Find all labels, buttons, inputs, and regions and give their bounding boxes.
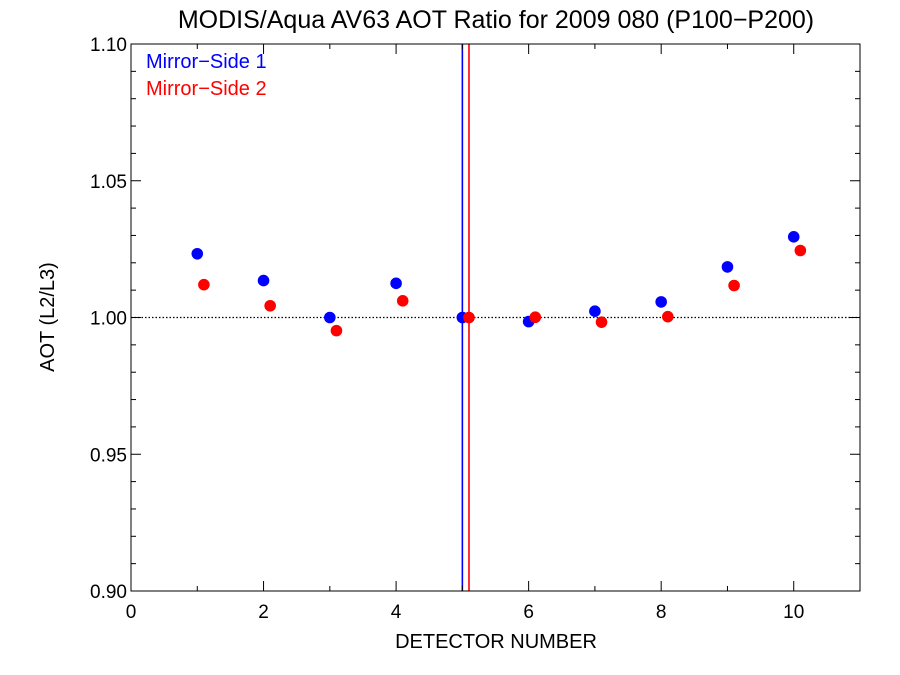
point-series-1	[257, 274, 270, 287]
x-tick-label: 2	[258, 602, 269, 623]
chart-title: MODIS/Aqua AV63 AOT Ratio for 2009 080 (…	[178, 6, 814, 34]
legend-entry-series-2: Mirror−Side 2	[146, 78, 267, 100]
y-tick-label: 1.00	[90, 309, 127, 330]
point-series-2	[529, 311, 542, 324]
point-series-2	[728, 279, 740, 292]
x-tick-label: 4	[391, 602, 402, 623]
y-tick-label: 1.05	[90, 172, 127, 193]
point-series-2	[463, 311, 475, 324]
y-tick-label: 0.90	[90, 582, 127, 603]
y-tick-label: 0.95	[90, 445, 127, 466]
point-series-2	[198, 278, 210, 291]
point-series-1	[324, 311, 336, 324]
x-tick-label: 8	[656, 602, 667, 623]
point-series-1	[390, 277, 402, 290]
point-series-2	[794, 244, 807, 257]
point-series-1	[787, 231, 800, 243]
legend-entry-series-1: Mirror−Side 1	[146, 51, 267, 73]
point-series-2	[396, 295, 409, 307]
point-series-2	[264, 299, 276, 312]
point-series-1	[191, 247, 204, 260]
y-tick-label: 1.10	[90, 35, 127, 56]
x-tick-label: 0	[126, 602, 137, 623]
y-axis: 0.90 0.95 1.00 1.05 1.10	[90, 35, 860, 603]
point-series-2	[662, 310, 674, 323]
point-series-2	[330, 324, 343, 337]
point-series-2	[595, 316, 608, 328]
x-tick-label: 10	[783, 602, 804, 623]
point-series-1	[589, 305, 601, 318]
point-series-1	[721, 261, 734, 273]
y-axis-label: AOT (L2/L3)	[37, 262, 59, 372]
x-tick-label: 6	[523, 602, 534, 623]
plot-area	[131, 44, 860, 591]
legend: Mirror−Side 1 Mirror−Side 2	[146, 51, 267, 100]
x-axis: 0 2 4 6 8 10	[126, 44, 861, 623]
point-series-1	[655, 296, 667, 308]
x-axis-label: DETECTOR NUMBER	[395, 631, 597, 653]
